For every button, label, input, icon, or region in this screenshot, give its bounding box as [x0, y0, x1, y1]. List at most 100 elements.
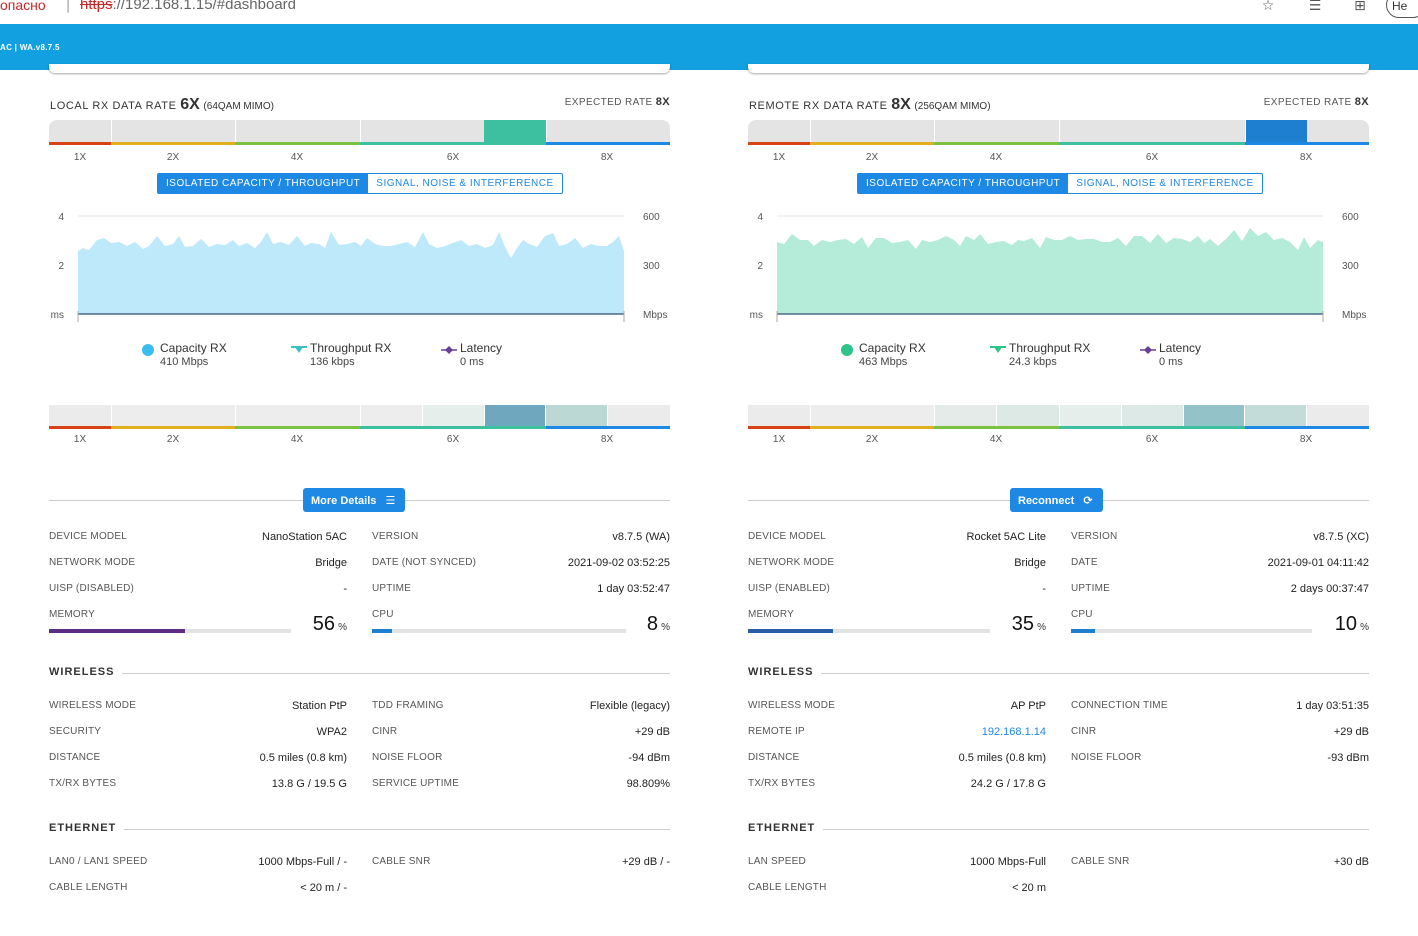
favorites-icon[interactable]: ☰	[1308, 0, 1322, 13]
y-right-unit: Mbps	[1342, 310, 1366, 321]
tick-label: 1X	[73, 152, 87, 163]
rate-history-cell	[484, 405, 545, 426]
legend-capacity[interactable]: Capacity RX 463 Mbps	[841, 341, 926, 368]
legend-name: Capacity RX	[859, 341, 926, 355]
uisp-value: -	[343, 583, 347, 595]
scale-color-band	[1059, 142, 1245, 145]
device-model-value: NanoStation 5AC	[262, 531, 347, 543]
info-row: SERVICE UPTIME 98.809%	[372, 778, 670, 792]
tick-label: 2X	[865, 152, 879, 163]
legend-name: Capacity RX	[160, 341, 227, 355]
info-row: TDD FRAMING Flexible (legacy)	[372, 700, 670, 714]
tab-signal-noise[interactable]: SIGNAL, NOISE & INTERFERENCE	[1076, 178, 1254, 189]
cpu-meter: CPU 8 %	[372, 609, 670, 649]
info-value: 0.5 miles (0.8 km)	[259, 752, 347, 764]
legend-throughput[interactable]: Throughput RX 136 kbps	[291, 341, 391, 368]
network-mode-value: Bridge	[315, 557, 347, 569]
tab-capacity-throughput[interactable]: ISOLATED CAPACITY / THROUGHPUT	[158, 174, 369, 193]
current-rate-marker	[484, 120, 546, 142]
expected-rate: EXPECTED RATE 8X	[1264, 96, 1369, 108]
profile-button[interactable]: Не	[1386, 0, 1418, 18]
capacity-chart: 4 2 ms 600 300 Mbps	[750, 212, 1366, 322]
memory-meter: MEMORY 35 %	[748, 609, 1046, 649]
info-value: -93 dBm	[1327, 752, 1369, 764]
not-secure-label[interactable]: опасно	[0, 0, 46, 13]
more-details-label: More Details	[311, 495, 377, 507]
tick-label: 6X	[1145, 152, 1159, 163]
divider	[49, 673, 670, 674]
info-row: UISP (DISABLED) -	[49, 583, 347, 597]
info-label: WIRELESS MODE	[748, 700, 836, 711]
scale-color-band	[235, 142, 360, 145]
info-value: 13.8 G / 19.5 G	[271, 778, 347, 790]
legend-value: 410 Mbps	[160, 356, 209, 368]
info-row: WIRELESS MODE Station PtP	[49, 700, 347, 714]
info-row: NOISE FLOOR -93 dBm	[1071, 752, 1369, 766]
scale-color-band	[111, 426, 235, 429]
scale-color-band	[748, 426, 810, 429]
y-right-tick: 600	[643, 212, 660, 223]
tick-label: 6X	[446, 152, 460, 163]
cable-snr-value: +29 dB / -	[621, 856, 670, 868]
info-row: DEVICE MODEL Rocket 5AC Lite	[748, 531, 1046, 545]
info-label: WIRELESS MODE	[49, 700, 137, 711]
scale-color-band	[1245, 142, 1369, 145]
scale-color-band	[934, 426, 1059, 429]
uptime-value: 2 days 00:37:47	[1290, 583, 1369, 595]
scale-divider	[111, 120, 112, 142]
info-label: NETWORK MODE	[748, 557, 835, 568]
url-field[interactable]: https://192.168.1.15/#dashboard	[80, 0, 296, 13]
y-left-tick: 2	[757, 261, 763, 272]
info-row: DATE (NOT SYNCED) 2021-09-02 03:52:25	[372, 557, 670, 571]
info-value: 0.5 miles (0.8 km)	[958, 752, 1046, 764]
legend-throughput[interactable]: Throughput RX 24.3 kbps	[990, 341, 1090, 368]
cable-snr-value: +30 dB	[1333, 856, 1369, 868]
legend-capacity[interactable]: Capacity RX 410 Mbps	[142, 341, 227, 368]
legend-latency[interactable]: Latency 0 ms	[1140, 341, 1202, 368]
scale-color-band	[360, 142, 546, 145]
rate-scale-background	[748, 120, 1369, 142]
add-favorite-icon[interactable]: ☆	[1261, 0, 1275, 13]
date-value: 2021-09-01 04:11:42	[1267, 557, 1369, 569]
collections-icon[interactable]: ⊞	[1354, 0, 1366, 13]
scale-color-band	[49, 142, 111, 145]
refresh-icon: ⟳	[1083, 495, 1093, 507]
tick-label: 2X	[166, 152, 180, 163]
legend-value: 463 Mbps	[859, 356, 908, 368]
version-value: v8.7.5 (WA)	[612, 531, 670, 543]
firmware-version-label: AC | WA.v8.7.5	[0, 43, 60, 52]
remote-ip-link[interactable]: 192.168.1.14	[981, 726, 1046, 738]
latency-diamond-icon	[1140, 346, 1156, 354]
info-row: UISP (ENABLED) -	[748, 583, 1046, 597]
tick-label: 8X	[600, 152, 614, 163]
legend-value: 0 ms	[460, 356, 484, 368]
reconnect-button[interactable]: Reconnect ⟳	[1010, 488, 1103, 512]
details-row: More Details ☰	[49, 488, 670, 514]
info-label: UISP (ENABLED)	[748, 583, 831, 594]
info-label: DEVICE MODEL	[748, 531, 826, 542]
info-label: DATE	[1071, 557, 1098, 568]
legend-name: Latency	[1159, 341, 1202, 355]
info-row: CABLE SNR +29 dB / -	[372, 856, 670, 870]
tab-signal-noise[interactable]: SIGNAL, NOISE & INTERFERENCE	[376, 178, 554, 189]
info-row: REMOTE IP 192.168.1.14	[748, 726, 1046, 740]
rate-scale-ticks: 1X 2X 4X 6X 8X	[49, 152, 670, 164]
legend-value: 136 kbps	[310, 356, 355, 368]
memory-bar	[748, 629, 990, 633]
legend-latency[interactable]: Latency 0 ms	[441, 341, 502, 368]
ethernet-section-header: ETHERNET	[748, 822, 1369, 836]
y-left-unit: ms	[750, 310, 763, 321]
info-row: DATE 2021-09-01 04:11:42	[1071, 557, 1369, 571]
rate-history-cell	[1306, 405, 1369, 426]
info-row: UPTIME 2 days 00:37:47	[1071, 583, 1369, 597]
cpu-unit: %	[1360, 622, 1369, 633]
tick-label: 1X	[772, 152, 786, 163]
rate-history-cell	[934, 405, 996, 426]
tab-capacity-throughput[interactable]: ISOLATED CAPACITY / THROUGHPUT	[858, 174, 1069, 193]
rate-history-cell	[545, 405, 607, 426]
more-details-button[interactable]: More Details ☰	[303, 488, 406, 512]
memory-bar-fill	[748, 629, 833, 633]
capacity-dot-icon	[142, 344, 154, 356]
info-label: NETWORK MODE	[49, 557, 136, 568]
memory-value: 35	[1011, 613, 1034, 635]
